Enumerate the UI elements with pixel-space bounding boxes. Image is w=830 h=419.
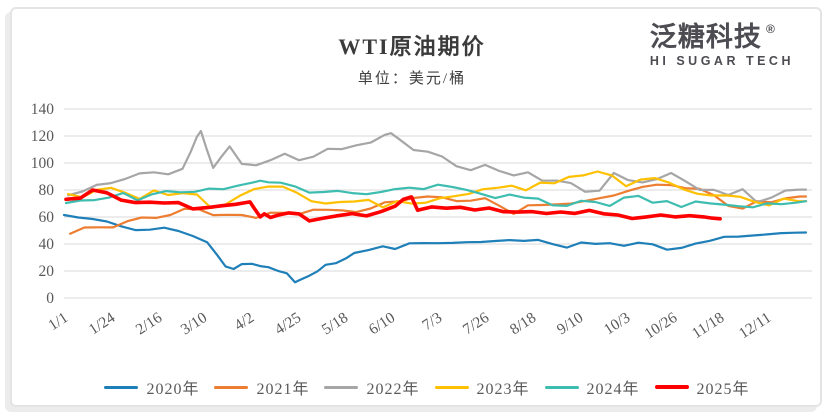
x-tick-label: 11/18 bbox=[689, 309, 728, 342]
x-tick-label: 5/18 bbox=[319, 309, 352, 338]
x-tick-label: 6/10 bbox=[366, 309, 399, 338]
y-tick-label: 20 bbox=[39, 263, 55, 280]
legend-swatch bbox=[434, 385, 469, 389]
y-tick-label: 120 bbox=[31, 128, 55, 145]
chart-legend: 2020年 2021年 2022年 2023年 2024年 2025年 bbox=[12, 375, 830, 399]
series-line-2024 bbox=[64, 179, 808, 209]
x-tick-label: 3/10 bbox=[178, 309, 211, 338]
x-tick-label: 2/16 bbox=[133, 309, 166, 338]
legend-item-2022: 2022年 bbox=[324, 375, 419, 399]
x-tick-label: 8/18 bbox=[507, 309, 540, 338]
hisugar-logo: 泛糖科技 ® HI SUGAR TECH bbox=[649, 22, 794, 68]
y-tick-label: 140 bbox=[31, 101, 55, 118]
line-chart: 0 20 40 60 80 100 120 140 1/1 1/24 2/16 3/10 4/2 4/25… bbox=[31, 101, 812, 343]
y-tick-label: 40 bbox=[39, 236, 55, 253]
x-tick-label: 9/10 bbox=[554, 309, 587, 338]
legend-swatch bbox=[214, 385, 249, 389]
x-tick-label: 7/3 bbox=[419, 309, 445, 334]
series-line-2025 bbox=[64, 188, 722, 223]
legend-label: 2025年 bbox=[696, 381, 750, 398]
legend-swatch bbox=[324, 385, 359, 389]
y-tick-label: 60 bbox=[39, 209, 55, 226]
logo-en-text: HI SUGAR TECH bbox=[649, 54, 794, 68]
legend-label: 2022年 bbox=[366, 381, 420, 398]
x-tick-label: 10/26 bbox=[641, 309, 680, 343]
legend-item-2025: 2025年 bbox=[654, 375, 750, 399]
x-tick-label: 7/26 bbox=[460, 309, 493, 338]
legend-item-2024: 2024年 bbox=[544, 375, 640, 399]
legend-item-2023: 2023年 bbox=[434, 375, 530, 399]
series-line-2023 bbox=[66, 170, 808, 210]
x-tick-label: 4/2 bbox=[231, 309, 257, 334]
registered-trademark-icon: ® bbox=[766, 22, 776, 36]
series-line-2020 bbox=[62, 213, 808, 284]
x-tick-label: 1/24 bbox=[86, 309, 119, 338]
y-tick-label: 80 bbox=[39, 182, 55, 199]
legend-swatch bbox=[544, 385, 579, 389]
legend-label: 2020年 bbox=[146, 381, 200, 398]
x-tick-label: 1/1 bbox=[45, 309, 71, 334]
legend-item-2020: 2020年 bbox=[104, 375, 199, 399]
y-tick-label: 100 bbox=[31, 155, 55, 172]
legend-label: 2023年 bbox=[476, 381, 530, 398]
chart-card: WTI原油期价 单位：美元/桶 泛糖科技 ® HI SUGAR TECH 0 20 4… bbox=[10, 7, 822, 407]
legend-label: 2024年 bbox=[586, 381, 640, 398]
x-tick-label: 4/25 bbox=[272, 309, 305, 338]
series-line-2022 bbox=[66, 129, 808, 204]
logo-cn-text: 泛糖科技 ® bbox=[650, 22, 775, 51]
legend-swatch bbox=[654, 385, 689, 389]
x-tick-label: 10/3 bbox=[601, 309, 634, 338]
legend-item-2021: 2021年 bbox=[214, 375, 309, 399]
y-tick-label: 0 bbox=[46, 290, 54, 307]
legend-label: 2021年 bbox=[256, 381, 310, 398]
legend-swatch bbox=[104, 385, 139, 389]
x-tick-label: 12/11 bbox=[736, 309, 774, 342]
